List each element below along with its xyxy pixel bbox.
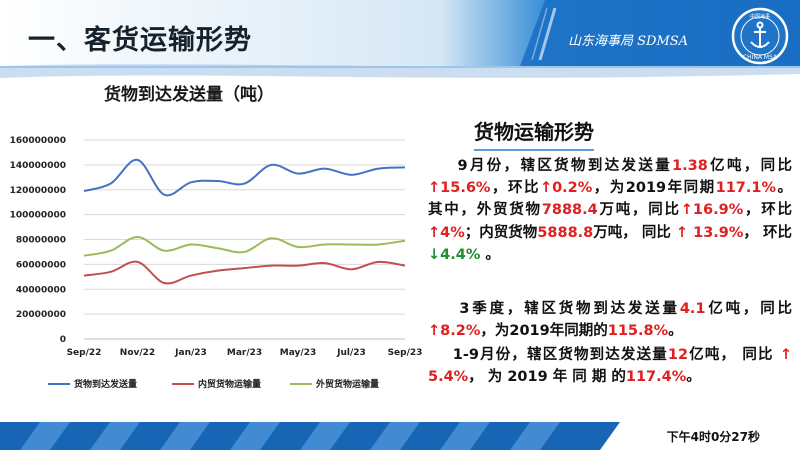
highlight-value: ↑15.6% [428,180,491,197]
footer-band [0,422,800,450]
highlight-value: ↑16.9% [680,202,744,219]
y-tick-label: 100000000 [10,211,66,221]
chart-title: 货物到达发送量（吨） [104,85,274,105]
series-line-1 [83,158,406,197]
highlight-value: 4.1 [679,301,706,317]
text-segment: ，环比 [490,180,540,197]
anchor-icon [750,21,770,48]
brand-name: 山东海事局 SDMSA [568,34,689,49]
legend-label: 货物到达发送量 [74,378,137,390]
text-segment: 亿吨， 同比 [688,347,780,363]
legend-label: 内贸货物运输量 [198,378,261,390]
y-tick-label: 140000000 [10,161,66,171]
highlight-value-down: ↓4.4% [428,246,481,263]
paragraph-q3: 3季度，辖区货物到达发送量4.1亿吨，同比 ↑8.2%，为2019年同期的115.… [428,298,792,342]
highlight-value: 7888.4 [541,202,598,219]
highlight-value: ↑8.2% [428,323,481,340]
text-segment: ，为2019年同期的 [480,323,608,340]
y-tick-label: 0 [60,335,66,345]
y-tick-label: 160000000 [10,136,66,146]
text-segment: ，为2019年同期 [592,180,716,197]
section-title: 货物运输形势 [474,116,594,151]
y-tick-label: 80000000 [16,236,66,246]
text-segment: ， 环比 [743,224,792,241]
series-line-2 [83,260,406,285]
text-segment: 3季度，辖区货物到达发送量 [428,301,680,317]
highlight-value: ↑0.2% [539,180,593,197]
y-tick-label: 60000000 [16,260,66,270]
highlight-value: 117.4% [625,369,687,386]
paragraph-september: 9月份，辖区货物到达发送量1.38亿吨，同比↑15.6%，环比↑0.2%，为20… [428,155,792,266]
text-segment: 亿吨，同比 [705,301,792,317]
x-tick-label: Jul/23 [336,348,366,358]
text-segment: 。 其中，外贸货物 [428,180,793,219]
highlight-value: 115.8% [607,323,669,340]
highlight-value: ↑ 13.9% [675,224,744,241]
paragraph-ytd: 1-9月份，辖区货物到达发送量12亿吨， 同比 ↑ 5.4%， 为 2019 年… [428,344,792,388]
series-line-3 [83,236,406,257]
msa-logo: CHINA MSA 中国海事 [731,7,789,65]
x-tick-label: Nov/22 [120,348,155,358]
legend-label: 外贸货物运输量 [315,378,379,390]
header-background [0,0,800,78]
x-tick-label: Jan/23 [174,348,207,358]
text-segment: 万吨，同比 [597,202,681,219]
y-tick-label: 20000000 [16,310,66,320]
text-segment: 1-9月份，辖区货物到达发送量 [428,347,668,363]
x-tick-label: Sep/22 [67,348,102,358]
text-segment: 9月份，辖区货物到达发送量 [428,158,673,174]
text-segment: ；内贸货物 [464,224,538,241]
x-tick-label: Mar/23 [227,348,262,358]
text-segment: ，环比 [743,202,793,219]
logo-cn-text: 中国海事 [750,13,770,20]
logo-text: CHINA MSA [743,54,778,61]
highlight-value: 1.38 [672,158,708,174]
footer-stripes [0,422,800,450]
highlight-value: 12 [667,347,689,363]
highlight-value: ↑4% [428,224,465,241]
text-segment: ， 为 2019 年 同 期 的 [468,369,626,386]
highlight-value: ↑ 5.4% [428,347,792,386]
header-band: 一、客货运输形势 山东海事局 SDMSA CHINA MSA 中国海事 [0,0,800,88]
x-tick-label: May/23 [280,348,316,358]
text-segment: 亿吨，同比 [707,158,793,174]
y-tick-label: 120000000 [10,186,66,196]
text-segment: 万吨， 同比 [593,224,676,241]
text-segment: 。 [686,369,701,386]
x-tick-label: Sep/23 [388,348,423,358]
line-chart: 0 20000000 40000000 60000000 80000000 1000000… [10,136,423,390]
text-segment: 。 [668,323,683,340]
y-tick-label: 40000000 [16,285,66,295]
text-segment: 。 [480,246,500,263]
highlight-value: 5888.8 [537,224,594,241]
page-title: 一、客货运输形势 [28,25,252,56]
timestamp: 下午4时0分27秒 [666,430,760,444]
highlight-value: 117.1% [715,180,777,197]
